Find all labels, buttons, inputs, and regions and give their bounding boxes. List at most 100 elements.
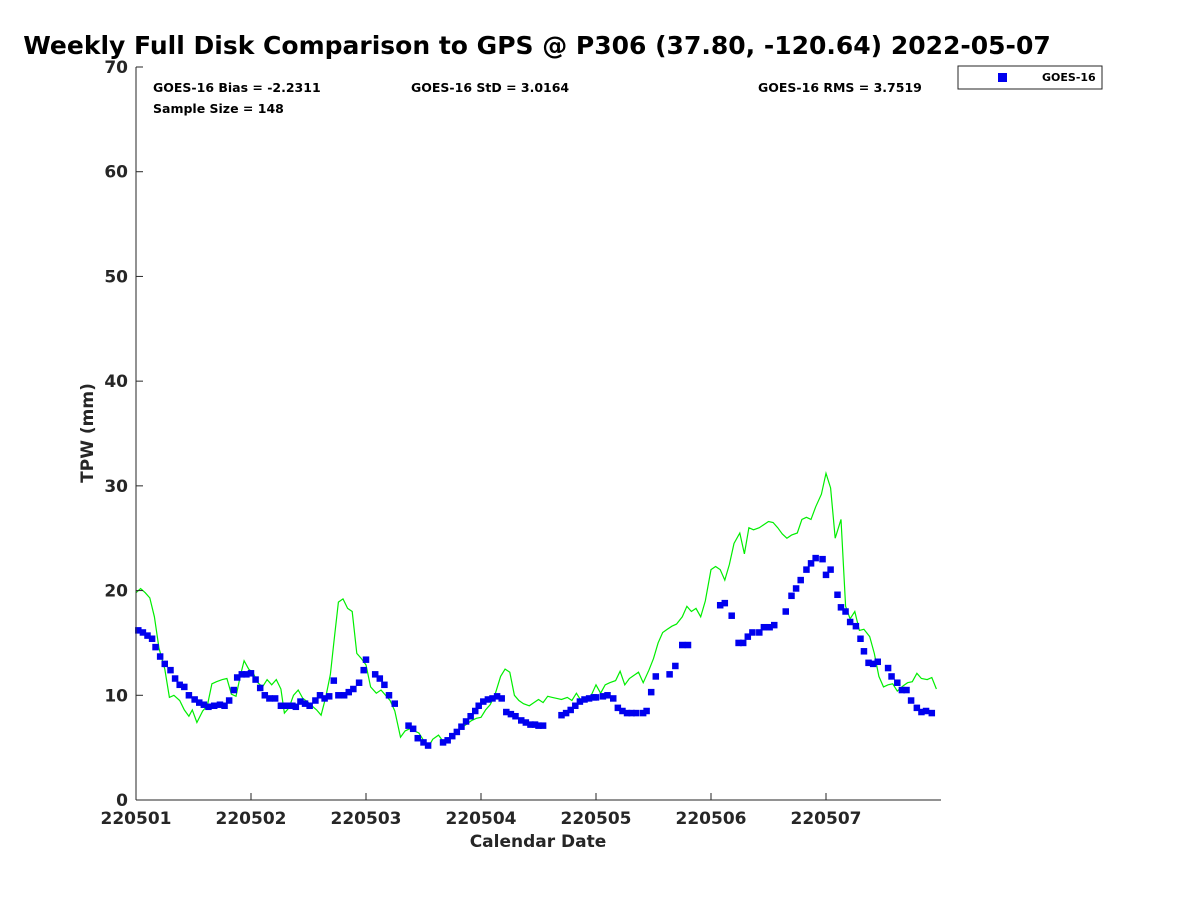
y-axis: 0 10 20 30 40 50 60 70 — [104, 58, 143, 811]
goes-16-point — [216, 701, 224, 708]
goes-16-point — [807, 560, 815, 567]
goes-16-point — [289, 702, 296, 710]
goes-16-point — [230, 686, 237, 694]
goes-16-point — [233, 674, 241, 681]
goes-16-point — [760, 623, 768, 631]
goes-16-point — [788, 592, 795, 600]
goes-16-point — [498, 695, 505, 702]
goes-16-point — [340, 692, 348, 699]
goes-16-point — [362, 656, 370, 663]
goes-16-point — [744, 633, 752, 640]
y-tick-label: 70 — [104, 58, 128, 78]
goes-16-point — [444, 737, 451, 744]
goes-16-point — [846, 618, 854, 626]
goes-16-point — [913, 704, 921, 712]
goes-16-point — [558, 711, 565, 719]
goes-16-point — [167, 666, 174, 674]
goes-16-point — [181, 683, 188, 691]
goes-16-point — [619, 707, 626, 715]
goes-16-point — [453, 728, 461, 736]
goes-16-point — [144, 632, 151, 639]
goes-16-point — [507, 710, 515, 718]
goes-16-point — [812, 554, 819, 562]
goes-16-point — [321, 695, 328, 702]
goes-16-point — [205, 703, 212, 711]
gps-series — [135, 470, 937, 749]
goes-16-point — [493, 693, 501, 700]
goes-16-point — [739, 639, 747, 647]
goes-16-point — [572, 702, 579, 710]
goes-16-point — [360, 666, 367, 674]
goes-16-point — [221, 702, 228, 710]
goes-16-point — [721, 599, 729, 607]
goes-16-point — [283, 702, 290, 710]
goes-16-point — [161, 660, 168, 668]
goes-16-point — [643, 707, 650, 715]
plot-area: 0 10 20 30 40 50 60 70 220501 220502 220503 220504… — [101, 58, 941, 829]
goes-16-point — [243, 671, 250, 678]
goes-16-point — [535, 722, 542, 729]
goes-16-point — [176, 681, 183, 689]
goes-16-point — [756, 629, 763, 636]
goes-16-point — [345, 688, 352, 696]
goes-16-point — [261, 692, 269, 699]
goes-16-point — [200, 701, 208, 708]
goes-16-point — [312, 697, 319, 704]
goes-16-point — [610, 695, 617, 702]
goes-16-point — [562, 709, 570, 717]
goes-16-point — [874, 658, 881, 666]
goes-16-point — [842, 608, 849, 615]
y-axis-label: TPW (mm) — [78, 383, 98, 483]
goes-16-point — [898, 686, 906, 694]
goes-16-point — [271, 695, 279, 702]
goes-16-point — [458, 723, 465, 730]
goes-16-point — [614, 704, 622, 712]
goes-16-point — [852, 622, 860, 630]
y-tick-label: 40 — [104, 372, 128, 392]
goes-16-point — [196, 699, 203, 706]
goes-16-series — [135, 554, 936, 749]
goes-16-point — [306, 702, 313, 710]
goes-16-point — [782, 608, 789, 615]
goes-16-point — [191, 696, 198, 703]
x-axis: 220501 220502 220503 220504 220505 220506 2205… — [101, 793, 861, 829]
goes-16-point — [797, 576, 804, 584]
goes-16-point — [792, 585, 800, 592]
goes-16-point — [903, 686, 910, 694]
goes-16-point — [185, 692, 193, 699]
goes-16-point — [420, 739, 427, 746]
goes-16-point — [803, 566, 810, 573]
goes-16-point — [860, 648, 868, 655]
gps-line — [135, 470, 937, 749]
goes-16-point — [148, 635, 156, 642]
goes-16-point — [484, 696, 492, 703]
goes-16-point — [639, 709, 647, 717]
y-tick-label: 30 — [104, 477, 128, 497]
goes-16-point — [467, 712, 474, 720]
goes-16-point — [623, 709, 631, 717]
goes-16-point — [531, 721, 539, 728]
legend-label-goes-16: GOES-16 — [1042, 71, 1096, 84]
goes-16-point — [409, 725, 417, 733]
goes-16-point — [238, 671, 246, 678]
x-tick-label: 220504 — [446, 809, 517, 829]
x-tick-label: 220502 — [216, 809, 287, 829]
goes-16-point — [522, 719, 530, 726]
x-tick-label: 220505 — [561, 809, 632, 829]
x-tick-label: 220506 — [676, 809, 747, 829]
goes-16-point — [766, 623, 773, 631]
goes-16-point — [888, 673, 895, 680]
goes-16-point — [135, 627, 142, 634]
goes-16-point — [735, 639, 742, 647]
goes-16-point — [171, 675, 179, 682]
goes-16-point — [391, 700, 398, 707]
std-stat: GOES-16 StD = 3.0164 — [411, 80, 569, 95]
goes-16-point — [628, 709, 635, 717]
rms-stat: GOES-16 RMS = 3.7519 — [758, 80, 922, 95]
goes-16-point — [472, 707, 479, 715]
goes-16-point — [672, 662, 679, 670]
y-tick-label: 20 — [104, 582, 128, 602]
goes-16-point — [381, 681, 388, 689]
goes-16-point — [518, 717, 525, 724]
goes-16-point — [297, 698, 304, 705]
